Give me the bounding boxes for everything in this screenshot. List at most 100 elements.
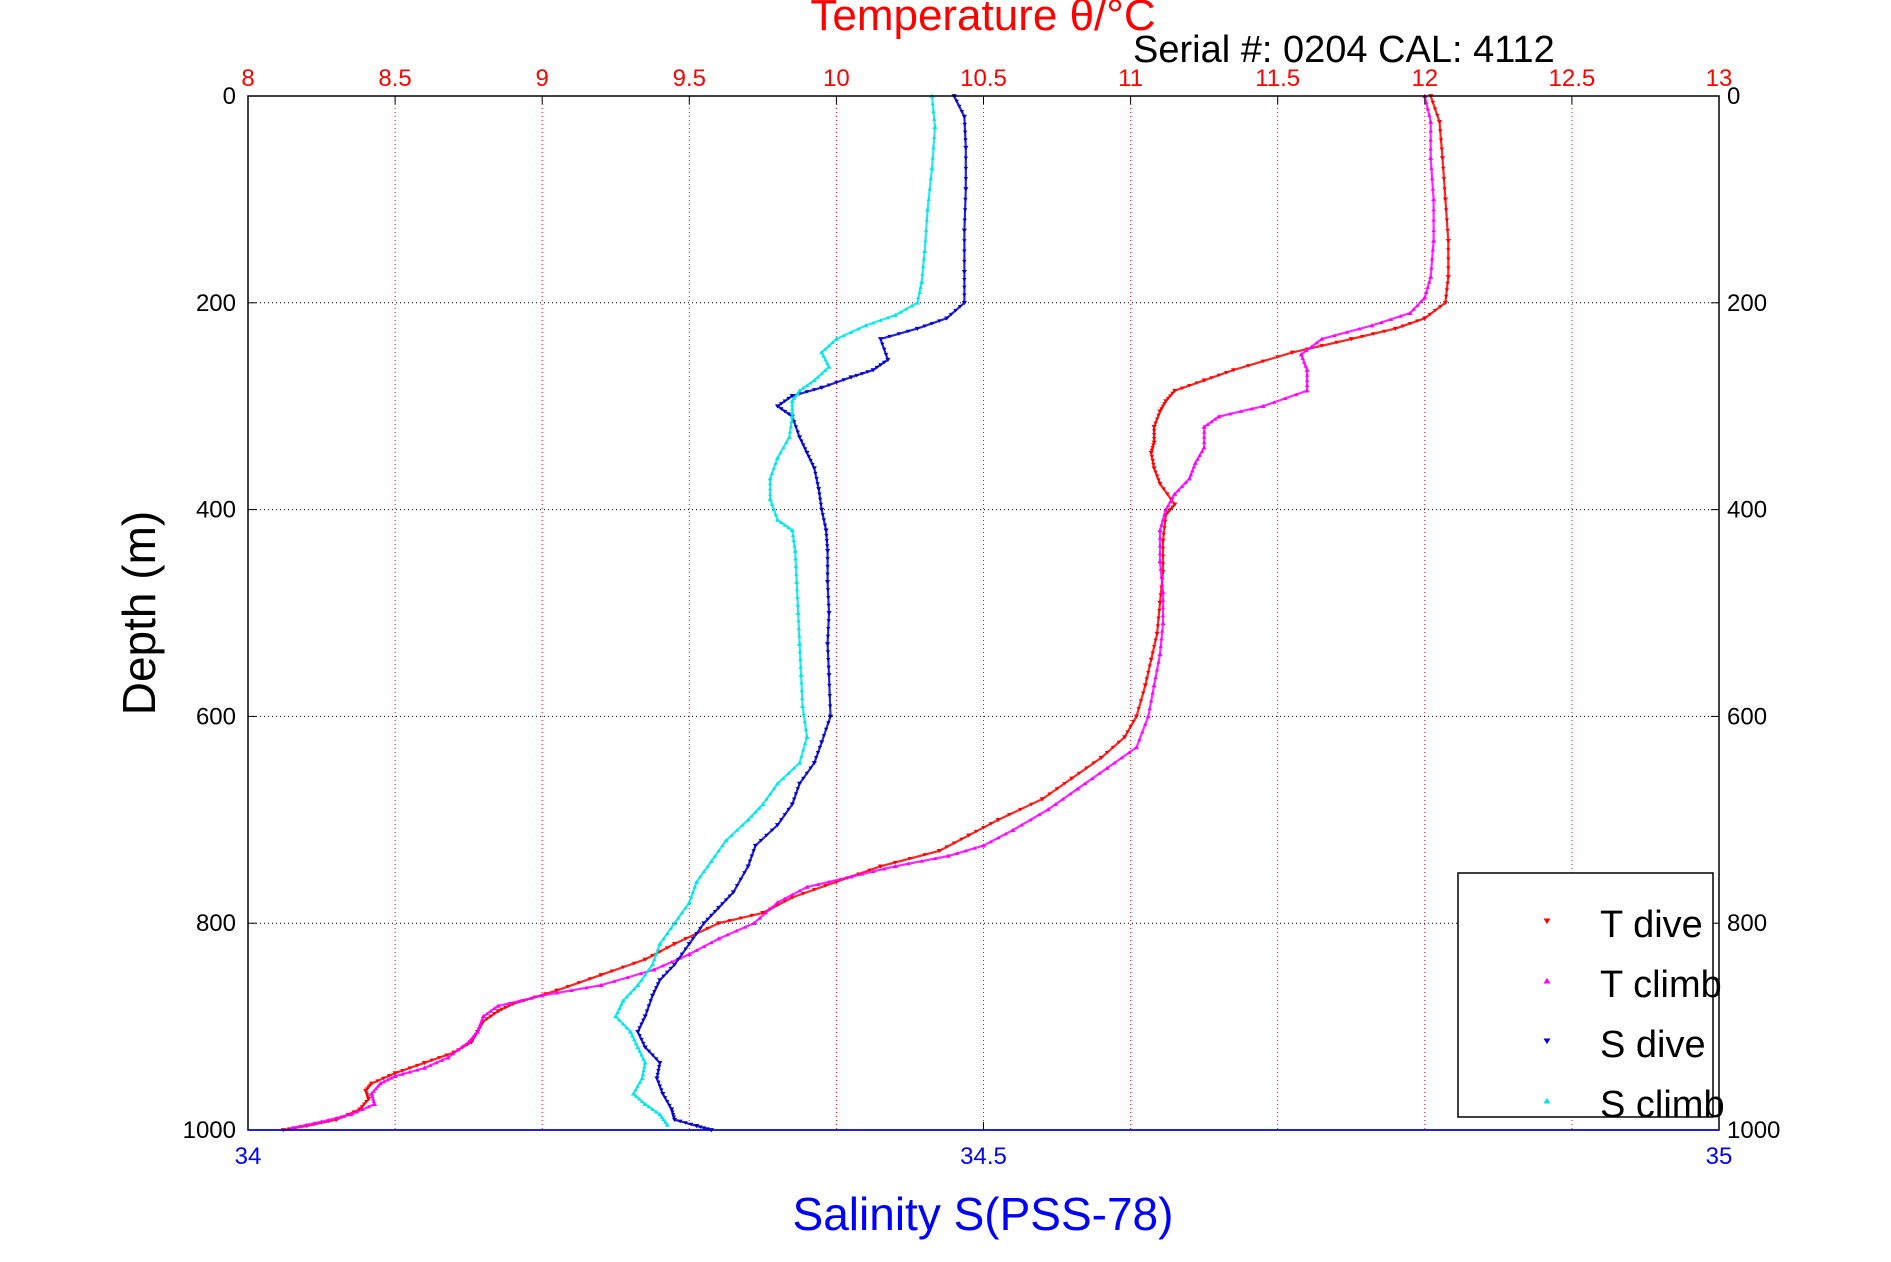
data-point <box>757 916 763 920</box>
data-point <box>657 950 663 954</box>
legend: T dive T climb S dive S climb <box>1457 872 1725 1126</box>
data-point <box>624 1025 629 1030</box>
data-point <box>698 926 703 931</box>
data-point <box>812 888 817 892</box>
data-point <box>439 1058 445 1062</box>
data-point <box>789 398 795 403</box>
salinity-tick-label: 35 <box>1706 1143 1733 1170</box>
data-point <box>377 1081 383 1086</box>
data-point <box>554 991 560 995</box>
data-point <box>1039 797 1045 802</box>
data-point <box>334 1116 339 1120</box>
data-point <box>641 1041 646 1046</box>
data-point <box>1119 755 1124 760</box>
data-point <box>963 177 969 181</box>
data-point <box>488 1014 493 1019</box>
data-point <box>882 347 887 352</box>
data-point <box>1227 411 1233 416</box>
legend-entry: S dive <box>1543 1024 1706 1066</box>
data-point <box>720 843 725 848</box>
data-point <box>768 486 773 491</box>
data-point <box>767 476 773 481</box>
data-point <box>668 966 674 971</box>
data-point <box>635 982 641 988</box>
data-point <box>1445 238 1451 244</box>
data-point <box>804 450 810 456</box>
data-point <box>468 1037 474 1042</box>
data-point <box>774 517 781 522</box>
data-point <box>624 994 629 999</box>
data-point <box>827 714 834 719</box>
data-point <box>793 425 799 429</box>
data-point <box>963 848 969 853</box>
data-point <box>1304 378 1310 382</box>
data-point <box>954 99 959 104</box>
data-point <box>819 507 825 512</box>
data-point <box>503 1005 508 1010</box>
data-point <box>823 884 828 888</box>
data-point <box>1156 413 1161 418</box>
data-point <box>930 101 935 106</box>
data-point <box>1157 536 1163 540</box>
data-point <box>716 848 721 853</box>
data-point <box>1138 699 1144 703</box>
data-point <box>834 380 839 385</box>
series-t-dive <box>280 94 1451 1133</box>
data-point <box>1155 624 1161 628</box>
data-point <box>821 734 827 738</box>
data-point <box>1201 445 1207 450</box>
data-point <box>657 1060 663 1066</box>
grid-layer <box>248 96 1719 1130</box>
data-point <box>906 861 911 866</box>
data-point <box>823 347 828 351</box>
data-point <box>961 300 967 306</box>
data-point <box>668 926 674 930</box>
data-point <box>945 853 951 858</box>
data-point <box>793 564 799 569</box>
data-point <box>826 665 831 670</box>
data-point <box>1445 281 1450 286</box>
data-point <box>627 1029 634 1034</box>
temperature-tick-label: 8.5 <box>378 65 411 92</box>
data-point <box>961 114 967 120</box>
data-point <box>798 672 804 677</box>
series-trace <box>291 95 1435 1129</box>
data-point <box>797 435 803 440</box>
data-point <box>669 1107 675 1112</box>
data-point <box>1153 470 1158 475</box>
data-point <box>791 797 797 802</box>
data-point <box>795 391 800 395</box>
data-point <box>1069 776 1075 781</box>
data-point <box>782 523 788 527</box>
data-point <box>1104 765 1110 770</box>
data-point <box>373 1086 379 1091</box>
data-point <box>863 323 869 328</box>
data-point <box>944 845 949 849</box>
ticks-layer: 8 8.5 9 9.5 10 10.5 11 11.5 12 12.5 13 34 34.5 35 0 0 20… <box>183 65 1781 1170</box>
data-point <box>654 1076 660 1081</box>
data-point <box>830 340 835 344</box>
data-point <box>856 326 861 331</box>
data-point <box>841 333 846 338</box>
data-point <box>1137 737 1142 742</box>
data-point <box>918 285 923 289</box>
data-point <box>1165 492 1170 497</box>
data-point <box>1429 256 1435 261</box>
data-point <box>705 1127 710 1131</box>
data-point <box>833 336 839 341</box>
data-point <box>1369 323 1375 328</box>
data-point <box>506 1004 512 1008</box>
data-point <box>953 309 958 313</box>
data-point <box>1179 386 1185 391</box>
data-point <box>1190 468 1195 473</box>
data-point <box>429 1058 435 1063</box>
data-point <box>642 1101 648 1106</box>
data-point <box>407 1066 413 1070</box>
data-point <box>824 642 831 647</box>
data-point <box>811 761 817 766</box>
data-point <box>495 1003 501 1008</box>
data-point <box>791 766 797 770</box>
data-point <box>962 259 967 264</box>
data-point <box>613 1013 619 1019</box>
data-point <box>709 913 714 918</box>
